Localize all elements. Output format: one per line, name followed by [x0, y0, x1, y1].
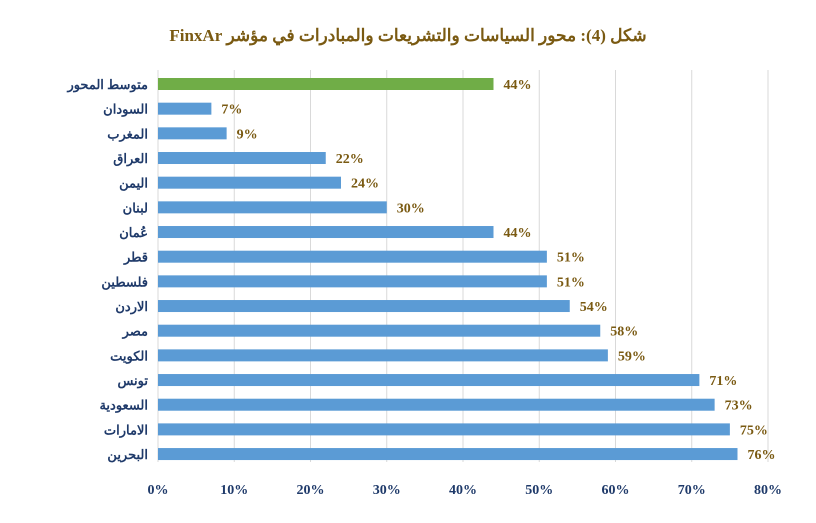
data-label: 73%	[725, 399, 753, 414]
category-label: قطر	[123, 250, 148, 266]
category-label: الاردن	[115, 299, 148, 315]
bar	[158, 127, 227, 140]
data-label: 51%	[557, 251, 585, 266]
data-label: 30%	[397, 201, 425, 216]
bar	[158, 226, 494, 239]
x-tick-label: 50%	[525, 483, 553, 498]
category-label: المغرب	[107, 126, 148, 142]
x-tick-label: 40%	[449, 483, 477, 498]
x-tick-label: 80%	[754, 483, 782, 498]
bar	[158, 324, 601, 337]
category-label: تونس	[117, 373, 148, 389]
category-label: فلسطين	[101, 274, 148, 290]
bar	[158, 349, 608, 362]
bar	[158, 300, 570, 313]
data-label: 9%	[237, 127, 258, 142]
data-label: 44%	[504, 226, 532, 241]
data-label: 7%	[221, 103, 242, 118]
data-label: 44%	[504, 78, 532, 93]
data-label: 22%	[336, 152, 364, 167]
category-label: اليمن	[119, 176, 148, 192]
data-label: 54%	[580, 300, 608, 315]
x-tick-label: 10%	[220, 483, 248, 498]
x-tick-label: 20%	[297, 483, 325, 498]
category-label: عُمان	[119, 225, 148, 240]
category-label: السعودية	[99, 398, 148, 414]
bar	[158, 250, 547, 263]
bar	[158, 374, 700, 387]
category-label: الامارات	[104, 422, 148, 438]
category-label: مصر	[122, 324, 148, 340]
bar	[158, 448, 738, 461]
x-tick-label: 30%	[373, 483, 401, 498]
bar	[158, 201, 387, 214]
x-tick-label: 70%	[678, 483, 706, 498]
bar	[158, 423, 730, 436]
data-label: 51%	[557, 275, 585, 290]
chart-title: شكل (4): محور السياسات والتشريعات والمبا…	[169, 26, 647, 45]
bar	[158, 78, 494, 90]
data-label: 59%	[618, 349, 646, 364]
category-label: لبنان	[123, 200, 148, 215]
category-label: العراق	[113, 151, 148, 167]
data-label: 76%	[748, 448, 776, 463]
bar	[158, 102, 212, 115]
data-label: 71%	[709, 374, 737, 389]
bar	[158, 398, 715, 411]
category-label: متوسط المحور	[66, 77, 148, 93]
data-label: 24%	[351, 177, 379, 192]
category-label: الكويت	[110, 348, 148, 364]
x-tick-label: 0%	[148, 483, 169, 498]
category-label: السودان	[103, 102, 148, 118]
data-label: 58%	[610, 325, 638, 340]
bar	[158, 152, 326, 165]
category-label: البحرين	[107, 447, 148, 463]
data-label: 75%	[740, 423, 768, 438]
bar	[158, 176, 341, 189]
x-tick-label: 60%	[602, 483, 630, 498]
bar	[158, 275, 547, 288]
